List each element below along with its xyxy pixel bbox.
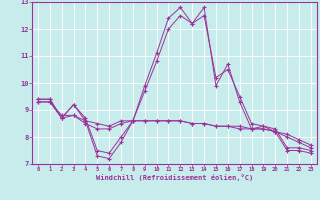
X-axis label: Windchill (Refroidissement éolien,°C): Windchill (Refroidissement éolien,°C) <box>96 174 253 181</box>
